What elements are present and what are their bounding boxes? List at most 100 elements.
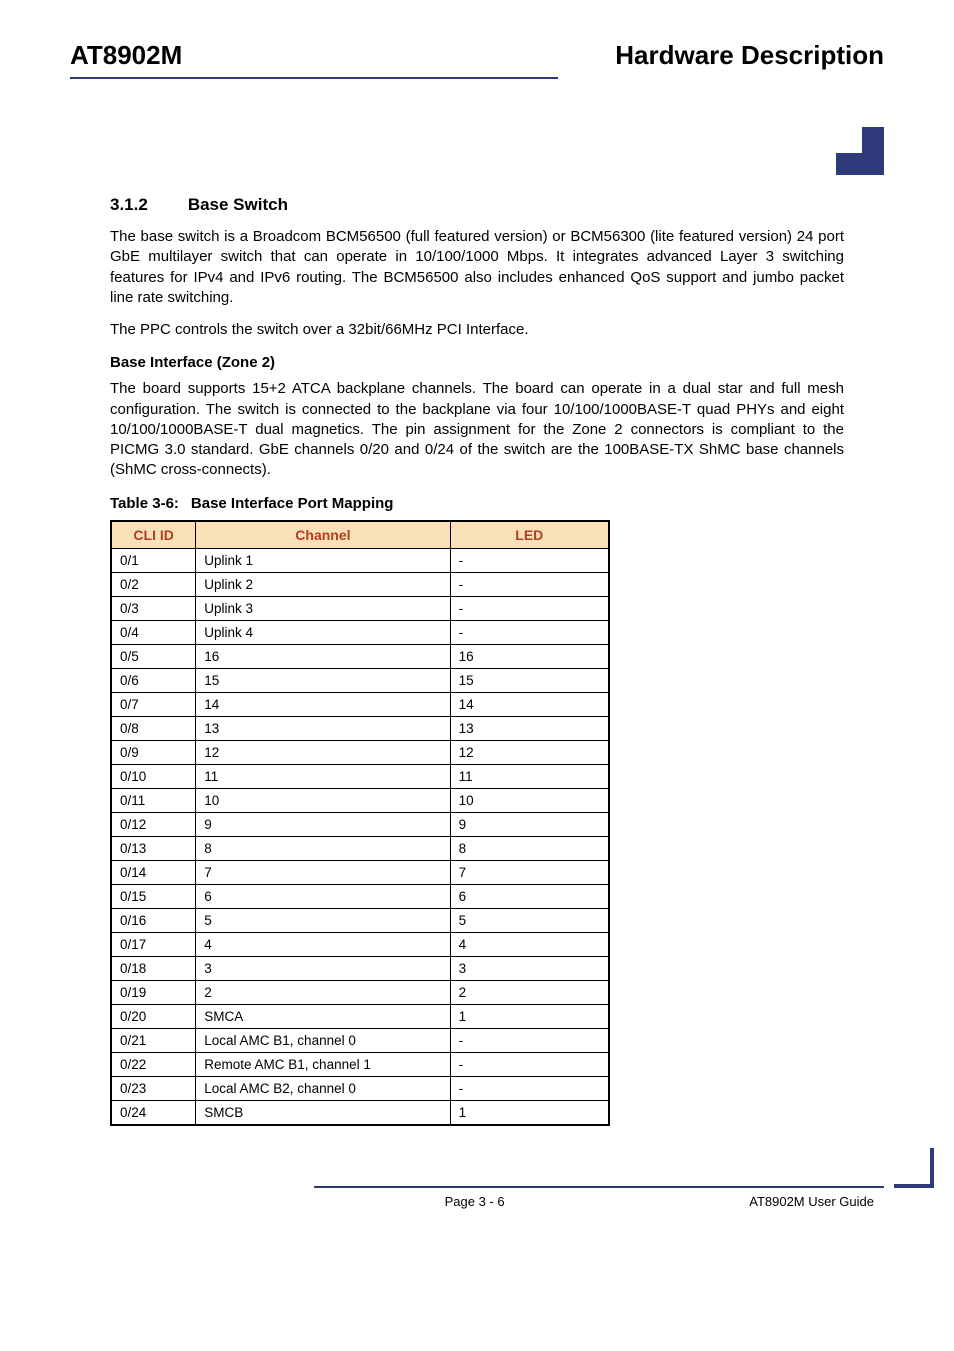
table-cell: 0/7: [111, 692, 196, 716]
product-name: AT8902M: [70, 40, 182, 71]
table-row: 0/2Uplink 2-: [111, 572, 609, 596]
table-cell: 0/20: [111, 1004, 196, 1028]
table-cell: 15: [196, 668, 450, 692]
subsection-title: Base Interface (Zone 2): [110, 354, 844, 371]
table-cell: 2: [450, 980, 609, 1004]
table-cell: 0/19: [111, 980, 196, 1004]
page-footer: Page 3 - 6 AT8902M User Guide: [70, 1186, 884, 1209]
table-cell: 3: [196, 956, 450, 980]
col-header-channel: Channel: [196, 521, 450, 549]
table-cell: 0/5: [111, 644, 196, 668]
table-cell: 2: [196, 980, 450, 1004]
table-row: 0/111010: [111, 788, 609, 812]
section-heading: 3.1.2 Base Switch: [110, 195, 844, 215]
table-cell: 0/12: [111, 812, 196, 836]
table-cell: 6: [450, 884, 609, 908]
table-cell: 0/21: [111, 1028, 196, 1052]
table-cell: 14: [450, 692, 609, 716]
table-row: 0/61515: [111, 668, 609, 692]
table-row: 0/3Uplink 3-: [111, 596, 609, 620]
table-cell: Uplink 4: [196, 620, 450, 644]
table-cell: 7: [450, 860, 609, 884]
table-row: 0/1477: [111, 860, 609, 884]
table-title: Base Interface Port Mapping: [191, 495, 394, 512]
table-row: 0/1Uplink 1-: [111, 548, 609, 572]
table-row: 0/21Local AMC B1, channel 0-: [111, 1028, 609, 1052]
page-header: AT8902M Hardware Description: [70, 40, 884, 71]
content-body: 3.1.2 Base Switch The base switch is a B…: [70, 195, 884, 1126]
table-cell: Uplink 3: [196, 596, 450, 620]
table-cell: 4: [196, 932, 450, 956]
table-cell: 0/15: [111, 884, 196, 908]
table-cell: -: [450, 620, 609, 644]
paragraph-1: The base switch is a Broadcom BCM56500 (…: [110, 227, 844, 308]
footer-corner-icon: [894, 1148, 934, 1193]
table-cell: 13: [450, 716, 609, 740]
table-cell: Local AMC B2, channel 0: [196, 1076, 450, 1100]
table-cell: 15: [450, 668, 609, 692]
table-cell: Uplink 1: [196, 548, 450, 572]
table-cell: SMCB: [196, 1100, 450, 1125]
table-row: 0/24SMCB1: [111, 1100, 609, 1125]
table-cell: 0/24: [111, 1100, 196, 1125]
table-cell: -: [450, 1076, 609, 1100]
table-cell: 0/16: [111, 908, 196, 932]
table-cell: 0/23: [111, 1076, 196, 1100]
table-header-row: CLI ID Channel LED: [111, 521, 609, 549]
table-row: 0/71414: [111, 692, 609, 716]
table-cell: -: [450, 1052, 609, 1076]
table-row: 0/1388: [111, 836, 609, 860]
table-cell: 6: [196, 884, 450, 908]
table-cell: 0/8: [111, 716, 196, 740]
table-row: 0/1566: [111, 884, 609, 908]
table-cell: 0/6: [111, 668, 196, 692]
table-label: Table 3-6:: [110, 495, 179, 512]
col-header-led: LED: [450, 521, 609, 549]
table-cell: 3: [450, 956, 609, 980]
table-cell: -: [450, 1028, 609, 1052]
table-cell: 0/4: [111, 620, 196, 644]
table-cell: Remote AMC B1, channel 1: [196, 1052, 450, 1076]
table-cell: 1: [450, 1100, 609, 1125]
table-cell: 16: [450, 644, 609, 668]
table-cell: 10: [450, 788, 609, 812]
table-cell: 0/22: [111, 1052, 196, 1076]
table-cell: 4: [450, 932, 609, 956]
table-cell: 13: [196, 716, 450, 740]
table-cell: 0/13: [111, 836, 196, 860]
table-cell: SMCA: [196, 1004, 450, 1028]
section-title: Base Switch: [188, 195, 288, 215]
table-cell: 5: [450, 908, 609, 932]
table-row: 0/23Local AMC B2, channel 0-: [111, 1076, 609, 1100]
table-row: 0/101111: [111, 764, 609, 788]
table-cell: 0/18: [111, 956, 196, 980]
paragraph-2: The PPC controls the switch over a 32bit…: [110, 320, 844, 340]
port-mapping-table: CLI ID Channel LED 0/1Uplink 1-0/2Uplink…: [110, 520, 610, 1126]
table-cell: 0/9: [111, 740, 196, 764]
footer-divider: [314, 1186, 884, 1188]
table-cell: 9: [196, 812, 450, 836]
table-row: 0/1833: [111, 956, 609, 980]
logo-icon: [836, 127, 884, 175]
table-cell: Local AMC B1, channel 0: [196, 1028, 450, 1052]
table-row: 0/20SMCA1: [111, 1004, 609, 1028]
subsection-body: The board supports 15+2 ATCA backplane c…: [110, 379, 844, 480]
table-cell: -: [450, 572, 609, 596]
chapter-title: Hardware Description: [615, 40, 884, 71]
table-cell: 16: [196, 644, 450, 668]
table-cell: 12: [450, 740, 609, 764]
table-cell: 10: [196, 788, 450, 812]
table-cell: 11: [196, 764, 450, 788]
table-cell: 7: [196, 860, 450, 884]
table-row: 0/1922: [111, 980, 609, 1004]
table-cell: 8: [196, 836, 450, 860]
section-number: 3.1.2: [110, 195, 148, 215]
table-cell: -: [450, 596, 609, 620]
table-cell: 0/14: [111, 860, 196, 884]
table-cell: 8: [450, 836, 609, 860]
table-caption: Table 3-6: Base Interface Port Mapping: [110, 495, 844, 512]
table-row: 0/91212: [111, 740, 609, 764]
table-cell: Uplink 2: [196, 572, 450, 596]
table-row: 0/51616: [111, 644, 609, 668]
table-row: 0/22Remote AMC B1, channel 1-: [111, 1052, 609, 1076]
